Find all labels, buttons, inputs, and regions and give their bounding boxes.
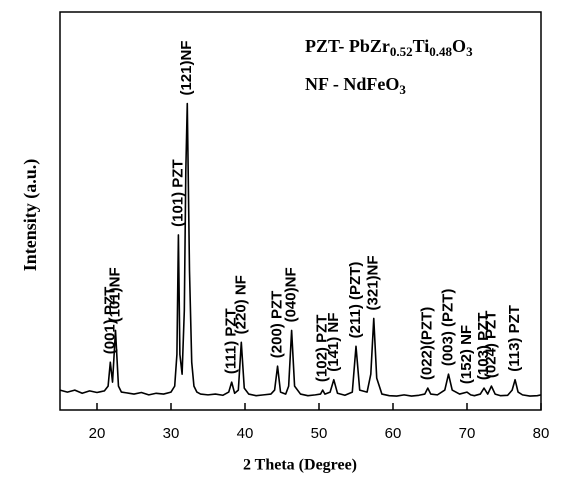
legend-text: 3 [466, 44, 473, 59]
x-tick-label: 50 [311, 425, 328, 442]
peak-label: (113) PZT [506, 305, 523, 372]
legend-text: 0.48 [429, 44, 452, 59]
x-tick-label: 20 [89, 425, 106, 442]
legend-text: PZT- PbZr [305, 36, 390, 56]
peak-label: (101) PZT [169, 159, 186, 227]
legend-text: NF - NdFeO [305, 74, 399, 94]
peak-label: (040)NF [283, 267, 300, 322]
legend-text: O [452, 36, 466, 56]
legend-text: 0.52 [390, 44, 413, 59]
peak-label: (101)NF [106, 267, 123, 322]
xrd-line [59, 102, 542, 397]
peak-label: (024) PZT [482, 311, 499, 379]
x-tick-label: 40 [237, 425, 254, 442]
x-tick-label: 80 [533, 425, 550, 442]
peak-label: (022)(PZT) [419, 307, 436, 380]
plot-frame [59, 11, 542, 411]
legend-line: NF - NdFeO3 [305, 74, 406, 97]
x-axis-title: 2 Theta (Degree) [243, 457, 357, 474]
peak-label: (200) PZT [269, 291, 286, 359]
peak-label: (003) (PZT) [439, 289, 456, 367]
peak-label: (121)NF [178, 41, 195, 96]
peak-label: (103) PZT [475, 313, 492, 381]
x-tick-label: 70 [459, 425, 476, 442]
peak-label: (001) PZT [101, 287, 118, 355]
peak-label: (220) NF [232, 275, 249, 334]
legend-line: PZT- PbZr0.52Ti0.48O3 [305, 36, 473, 59]
peak-label: (111) PZT [223, 308, 240, 374]
legend-text: 3 [399, 82, 406, 97]
y-axis-title: Intensity (a.u.) [20, 159, 41, 272]
peak-label: (102) PZT [314, 315, 331, 383]
peak-label: (321)NF [365, 255, 382, 310]
x-tick-label: 60 [385, 425, 402, 442]
peak-label: (211) (PZT) [347, 262, 364, 339]
x-tick-label: 30 [163, 425, 180, 442]
peak-label: (152) NF [458, 325, 475, 384]
peak-label: (141) NF [325, 313, 342, 372]
legend-text: Ti [413, 36, 430, 56]
